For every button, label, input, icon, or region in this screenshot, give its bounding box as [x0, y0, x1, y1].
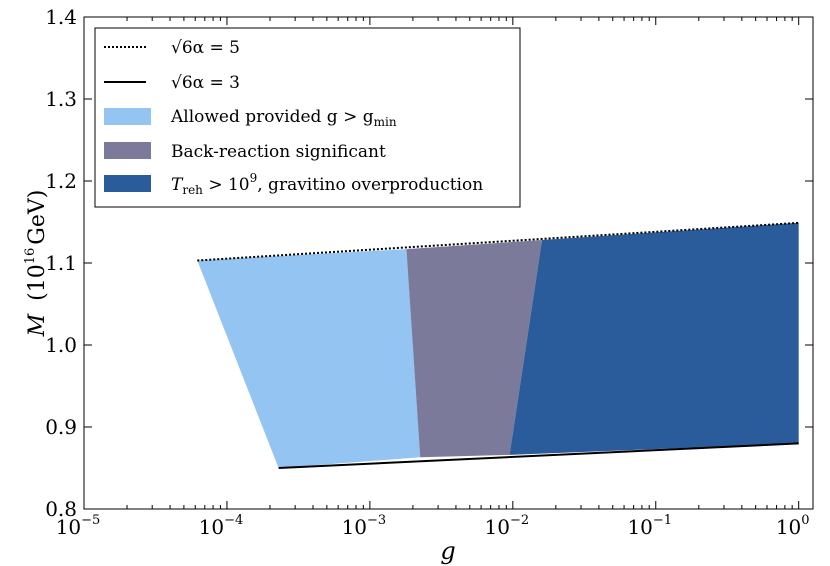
x-tick-label: 10−1 [627, 513, 672, 539]
y-axis-label: M (1016GeV) [23, 190, 50, 338]
legend-label-sqrt6alpha-3: √6α = 3 [171, 73, 240, 93]
legend-label-allowed: Allowed provided g > gmin [170, 107, 397, 129]
boundary-lines [197, 221, 799, 469]
y-axis-ticks: 0.8 0.9 1.0 1.1 1.2 1.3 1.4 [45, 5, 813, 521]
line-sqrt6alpha_3 [278, 442, 799, 469]
legend-swatch-allowed [104, 108, 151, 125]
region-backreaction [406, 240, 542, 458]
x-tick-label: 10−5 [56, 513, 101, 539]
y-tick-label: 0.9 [45, 415, 77, 439]
region-allowed [197, 249, 421, 468]
y-tick-label: 1.0 [45, 333, 77, 357]
legend-swatch-gravitino [104, 175, 151, 192]
x-axis-ticks: 10−5 10−4 10−3 10−2 10−1 100 [56, 17, 810, 539]
x-tick-label: 100 [776, 513, 810, 539]
y-tick-label: 1.3 [45, 87, 77, 111]
x-axis-label: g [440, 537, 455, 565]
x-tick-label: 10−3 [342, 513, 387, 539]
x-tick-label: 10−2 [485, 513, 530, 539]
legend-label-backreaction: Back-reaction significant [171, 142, 386, 162]
shaded-regions [197, 222, 799, 468]
legend: √6α = 5 √6α = 3 Allowed provided g > gmi… [94, 27, 521, 208]
legend-label-gravitino: Treh > 109, gravitino overproduction [171, 171, 483, 197]
legend-label-sqrt6alpha-5: √6α = 5 [171, 38, 240, 58]
legend-swatch-backreaction [104, 142, 151, 159]
line-sqrt6alpha_5 [197, 221, 799, 262]
y-tick-label: 1.4 [45, 5, 77, 29]
y-tick-label: 1.2 [45, 169, 77, 193]
x-tick-label: 10−4 [199, 513, 244, 539]
y-tick-label: 0.8 [45, 497, 77, 521]
y-tick-label: 1.1 [45, 251, 77, 275]
svg-text:M (1016GeV): M (1016GeV) [23, 190, 50, 338]
region-gravitino [509, 222, 799, 455]
legend-box [94, 27, 521, 208]
